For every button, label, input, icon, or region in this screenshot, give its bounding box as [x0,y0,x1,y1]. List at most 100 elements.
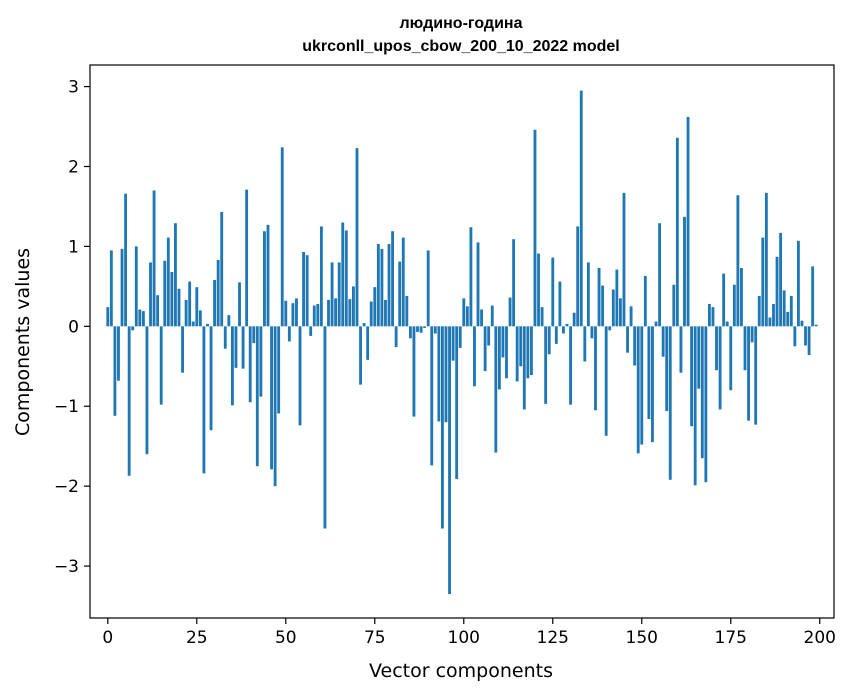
bar-106 [483,326,487,372]
bar-100 [462,298,466,327]
bar-125 [551,257,555,327]
bar-135 [586,262,590,327]
bar-43 [259,326,263,397]
bar-137 [594,326,597,411]
bar-105 [480,309,484,327]
bar-97 [451,326,455,361]
bar-96 [448,326,451,595]
bar-182 [754,326,758,425]
bar-84 [405,295,409,327]
bar-111 [501,326,505,358]
bar-159 [672,284,676,327]
bar-21 [181,326,184,373]
y-tick-label: 0 [68,317,79,337]
bar-53 [295,298,298,327]
x-tick-label: 200 [804,628,836,648]
bar-15 [159,326,163,405]
bar-50 [284,300,288,327]
bar-69 [352,286,355,327]
x-axis-ticks: 0 25 50 75 100 125 150 175 200 [102,618,836,648]
bar-140 [604,326,608,436]
bar-44 [263,231,266,327]
bar-179 [743,326,747,371]
bar-158 [668,326,672,480]
bar-123 [544,326,548,404]
bar-171 [715,326,718,371]
bar-68 [348,299,352,327]
bars-group [106,90,818,595]
bar-60 [319,226,323,327]
bar-184 [761,237,765,327]
bar-108 [490,305,494,327]
bar-122 [540,307,544,327]
bar-79 [387,244,391,327]
bar-82 [398,261,402,327]
bar-152 [647,326,651,420]
bar-149 [636,326,640,454]
bar-162 [683,216,686,327]
bar-3 [117,326,120,381]
bar-45 [266,224,270,327]
bar-8 [134,246,138,327]
bar-128 [562,326,565,334]
bar-99 [458,326,462,348]
bar-38 [241,326,245,369]
y-tick-label: −1 [54,397,79,417]
bar-193 [793,326,797,347]
bar-27 [202,326,206,474]
bar-0 [106,307,110,327]
bar-190 [782,290,786,327]
bar-4 [120,248,124,327]
bar-36 [234,326,238,368]
bar-61 [323,326,327,529]
bar-119 [529,326,533,376]
bar-178 [740,267,743,327]
bar-166 [697,326,701,389]
bar-22 [184,299,188,327]
bar-86 [412,326,416,417]
bar-85 [408,326,412,339]
bar-199 [814,324,818,327]
bar-5 [124,193,128,327]
bar-65 [337,262,341,327]
bar-157 [665,326,669,412]
bar-41 [252,326,256,344]
bar-196 [804,326,807,346]
bar-98 [455,326,459,479]
y-tick-label: −3 [54,557,79,577]
bar-139 [601,285,605,327]
bar-47 [273,326,277,487]
bar-75 [373,287,377,327]
bar-151 [643,275,647,327]
bar-80 [391,231,395,327]
x-tick-label: 100 [448,628,480,648]
bar-164 [690,326,694,427]
bar-198 [811,266,815,327]
bar-62 [327,299,330,327]
bar-112 [505,326,508,379]
bar-121 [537,253,540,327]
bar-26 [198,310,202,327]
bar-16 [163,260,167,327]
bar-71 [359,326,362,385]
bar-94 [441,326,444,529]
bar-138 [597,267,601,327]
bar-67 [344,230,348,327]
bar-31 [216,259,220,327]
bar-13 [152,190,156,327]
bar-95 [444,326,448,423]
bar-177 [736,195,740,327]
bar-195 [800,320,804,327]
bar-78 [384,299,387,327]
bar-7 [131,326,135,331]
bar-23 [188,281,192,327]
bar-154 [654,321,658,327]
x-tick-label: 150 [626,628,658,648]
bar-133 [579,90,583,327]
bar-77 [380,248,384,327]
x-tick-label: 175 [715,628,747,648]
bar-141 [608,326,612,331]
bar-11 [145,326,149,455]
bar-10 [141,311,145,327]
y-tick-label: 1 [68,237,79,257]
